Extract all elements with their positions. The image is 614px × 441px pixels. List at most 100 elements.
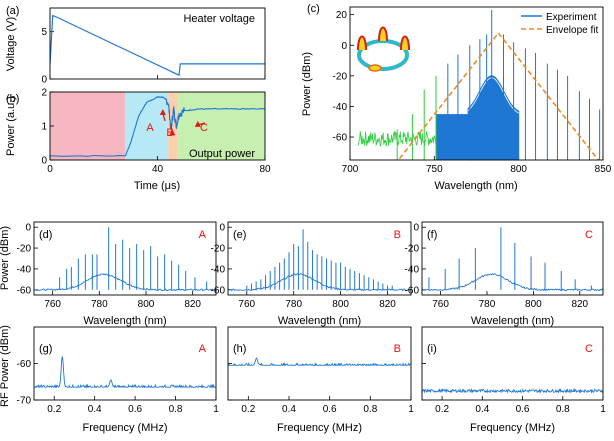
x-tick-label: 0.4 [88, 404, 102, 415]
plot-frame-b [49, 91, 266, 161]
plot-frame-i [421, 326, 604, 401]
x-tick-label: 760 [432, 299, 449, 310]
x-tick-label: 700 [342, 164, 359, 175]
annotation-A: A [146, 122, 154, 134]
y-tick-label: 0 [25, 223, 31, 234]
plot-frame-c [349, 6, 604, 161]
experiment-hump [467, 75, 520, 161]
region-region_green [177, 92, 265, 160]
x-tick-label: 0.4 [282, 404, 296, 415]
panel-label-e: (e) [233, 229, 246, 241]
annotation-C: C [200, 122, 208, 134]
x-tick-label: 800 [525, 299, 542, 310]
plot-frame-d [33, 221, 217, 296]
y-tick-label: 0 [41, 75, 47, 86]
microring-inset-icon [357, 26, 410, 72]
y-tick-label: -40 [333, 102, 348, 113]
x-axis-label: Frequency (MHz) [83, 422, 168, 434]
rf-spectrum-h [228, 357, 411, 367]
output-power-line [50, 95, 265, 157]
panel-c: 700 750 800 850 -60 -40 -20 0 20 Experiment Envelo… [301, 3, 612, 192]
y-tick-label: -40 [17, 264, 32, 275]
y-tick-label: 0 [341, 41, 347, 52]
y-tick-label: 0 [413, 223, 419, 234]
x-axis-label: Wavelength (nm) [434, 180, 517, 192]
microring-lobe [400, 35, 410, 51]
x-axis-label: Wavelength (nm) [471, 315, 554, 327]
panel-h: 0.2 0.4 0.6 0.8 1 (h) B Frequency (MHz) [227, 326, 414, 434]
y-tick-label: 0 [219, 223, 225, 234]
plot-frame-e [227, 221, 412, 296]
x-tick-label: 80 [259, 164, 271, 175]
y-tick-label: -60 [211, 285, 226, 296]
state-label-h: B [394, 343, 401, 355]
spectrum-floor-d [34, 273, 216, 292]
annotation-arrowhead-B [169, 129, 176, 136]
y-tick-label: 0 [41, 156, 47, 167]
x-tick-label: 1 [213, 404, 219, 415]
x-tick-label: 760 [44, 299, 61, 310]
panel-label-c: (c) [307, 3, 320, 15]
x-tick-label: 1 [408, 404, 414, 415]
x-tick-label: 0.4 [475, 404, 489, 415]
y-axis-label: RF Power (dBm) [0, 325, 11, 407]
envelope-fit-line [397, 31, 600, 160]
y-tick-label: -40 [405, 264, 420, 275]
x-tick-label: 0.8 [363, 404, 377, 415]
panel-label-g: (g) [39, 343, 52, 355]
heater-voltage-line [50, 14, 265, 77]
x-tick-label: 40 [152, 164, 164, 175]
panel-label-a: (a) [6, 5, 19, 17]
x-axis-label: Wavelength (nm) [278, 315, 361, 327]
annotation-arrowhead-A [159, 109, 166, 115]
annotation-B: B [166, 127, 173, 139]
annotation-arrowhead-C [194, 120, 201, 127]
x-tick-label: 820 [184, 299, 201, 310]
microring-lobe [378, 26, 388, 42]
x-tick-label: 760 [238, 299, 255, 310]
panel-e: 760 780 800 820 -60 -40 -20 0 (e) B Wavelength (nm… [211, 221, 412, 327]
y-tick-label: -60 [405, 285, 420, 296]
x-tick-label: 780 [479, 299, 496, 310]
panel-label-f: (f) [427, 229, 437, 241]
x-tick-label: 0 [47, 164, 53, 175]
y-tick-label: -40 [211, 264, 226, 275]
x-axis-label: Wavelength (nm) [83, 315, 166, 327]
y-tick-label: -70 [17, 396, 32, 407]
region-region_orange [168, 92, 178, 160]
microring-hotspot [368, 64, 382, 72]
y-tick-label: 2 [41, 88, 47, 99]
x-tick-label: 0.6 [323, 404, 337, 415]
plot-frame-a [49, 7, 266, 80]
rf-spectrum-i [422, 387, 603, 394]
panel-g: 0.2 0.4 0.6 0.8 1 -70 -60 (g) A Frequency (MHz) RF… [0, 325, 219, 434]
state-label-e: B [394, 229, 401, 241]
legend-label-experiment: Experiment [546, 12, 597, 23]
y-axis-label: Voltage (V) [5, 17, 17, 71]
x-tick-label: 750 [426, 164, 443, 175]
plot-frame-f [421, 221, 604, 296]
x-tick-label: 850 [595, 164, 612, 175]
state-label-i: C [585, 343, 593, 355]
x-tick-label: 0.6 [516, 404, 530, 415]
y-tick-label: -60 [17, 285, 32, 296]
spectrum-floor-f [422, 273, 603, 292]
inset-output-power: Output power [189, 148, 255, 160]
state-label-g: A [199, 343, 207, 355]
x-tick-label: 820 [571, 299, 588, 310]
y-tick-label: -20 [405, 244, 420, 255]
panel-f: 760 780 800 820 -60 -40 -20 0 (f) C Wavelength (nm… [405, 221, 604, 327]
x-tick-label: 0.2 [435, 404, 449, 415]
inset-heater-voltage: Heater voltage [183, 13, 255, 25]
x-axis-label: Frequency (MHz) [277, 422, 362, 434]
x-tick-label: 800 [138, 299, 155, 310]
x-tick-label: 800 [332, 299, 349, 310]
x-tick-label: 780 [91, 299, 108, 310]
x-tick-label: 800 [510, 164, 527, 175]
state-label-d: A [199, 229, 207, 241]
panel-label-d: (d) [39, 229, 52, 241]
y-axis-label: Power (dBm) [301, 52, 313, 116]
panel-a: 0 5 Heater voltage Voltage (V)(a) [5, 5, 266, 86]
y-tick-label: 5 [41, 27, 47, 38]
